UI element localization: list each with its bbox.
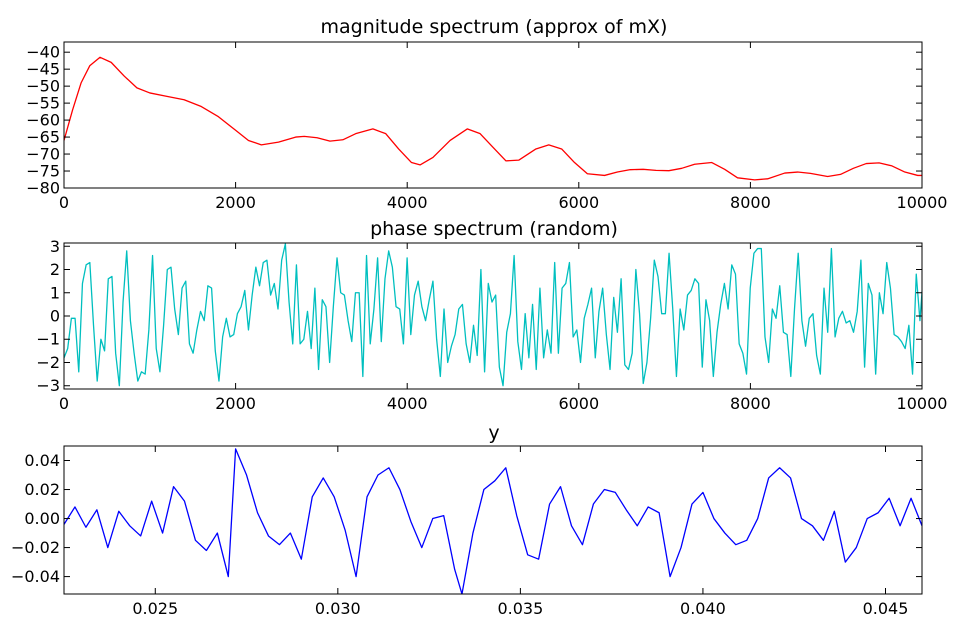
magnitude-y-tick-label: −55 bbox=[26, 94, 60, 113]
y-plot-area: 0.025 0.030 0.035 0.040 0.045 −0.04 −0.02 0.00 0… bbox=[11, 446, 922, 618]
phase-x-tick-label: 0 bbox=[59, 394, 69, 413]
y-y-tick-label: −0.04 bbox=[11, 567, 60, 586]
y-x-tick-label: 0.035 bbox=[497, 599, 543, 618]
magnitude-x-tick-label: 8000 bbox=[730, 193, 771, 212]
phase-series-line bbox=[64, 243, 922, 387]
phase-y-tick-label: 0 bbox=[50, 307, 60, 326]
magnitude-x-tick-label: 4000 bbox=[387, 193, 428, 212]
magnitude-series-line bbox=[64, 56, 922, 181]
magnitude-y-tick-label: −70 bbox=[26, 145, 60, 164]
phase-x-tick-label: 8000 bbox=[730, 394, 771, 413]
y-x-tick-label: 0.040 bbox=[680, 599, 726, 618]
magnitude-y-tick-label: −50 bbox=[26, 77, 60, 96]
magnitude-y-tick-label: −75 bbox=[26, 162, 60, 181]
magnitude-x-tick-label: 6000 bbox=[558, 193, 599, 212]
phase-y-tick-label: 2 bbox=[50, 260, 60, 279]
magnitude-y-tick-label: −80 bbox=[26, 179, 60, 198]
magnitude-title: magnitude spectrum (approx of mX) bbox=[321, 16, 668, 38]
phase-x-tick-label: 4000 bbox=[387, 394, 428, 413]
y-x-tick-label: 0.030 bbox=[315, 599, 361, 618]
phase-y-tick-label: −2 bbox=[36, 353, 60, 372]
phase-y-tick-label: −3 bbox=[36, 376, 60, 395]
y-title: y bbox=[488, 422, 499, 444]
phase-y-tick-label: 1 bbox=[50, 283, 60, 302]
magnitude-x-tick-label: 10000 bbox=[897, 193, 948, 212]
y-panel: y 0.025 0.030 0.035 0.040 0.045−0.04−0.020.0… bbox=[11, 422, 923, 618]
magnitude-panel: magnitude spectrum (approx of mX) 0 2000 4… bbox=[26, 16, 947, 212]
y-x-tick-label: 0.045 bbox=[863, 599, 909, 618]
y-series-line bbox=[64, 448, 922, 594]
y-y-tick-label: −0.02 bbox=[11, 538, 60, 557]
y-y-tick-label: 0.00 bbox=[24, 509, 60, 528]
phase-x-tick-label: 6000 bbox=[558, 394, 599, 413]
magnitude-x-tick-label: 2000 bbox=[215, 193, 256, 212]
phase-y-tick-label: −1 bbox=[36, 330, 60, 349]
phase-x-tick-label: 2000 bbox=[215, 394, 256, 413]
phase-panel: phase spectrum (random) 0 2000 4000 6000 800… bbox=[36, 218, 948, 413]
y-y-tick-label: 0.02 bbox=[24, 480, 60, 499]
magnitude-y-tick-label: −60 bbox=[26, 111, 60, 130]
phase-plot-area: 0 2000 4000 6000 8000 10000 −3 −2 −1 0 1 2 3 bbox=[36, 237, 948, 413]
phase-y-tick-label: 3 bbox=[50, 237, 60, 256]
magnitude-plot-area: 0 2000 4000 6000 8000 10000 −80−75−70−65−60−55… bbox=[26, 42, 947, 212]
y-x-tick-label: 0.025 bbox=[132, 599, 178, 618]
magnitude-x-tick-label: 0 bbox=[59, 193, 69, 212]
phase-x-tick-label: 10000 bbox=[897, 394, 948, 413]
phase-title: phase spectrum (random) bbox=[370, 218, 618, 240]
y-y-tick-label: 0.04 bbox=[24, 451, 60, 470]
magnitude-y-tick-label: −40 bbox=[26, 43, 60, 62]
phase-axes-frame bbox=[63, 242, 923, 390]
magnitude-y-tick-label: −65 bbox=[26, 128, 60, 147]
magnitude-y-tick-label: −45 bbox=[26, 60, 60, 79]
magnitude-axes-frame bbox=[63, 41, 923, 189]
y-axes-frame bbox=[63, 445, 923, 595]
